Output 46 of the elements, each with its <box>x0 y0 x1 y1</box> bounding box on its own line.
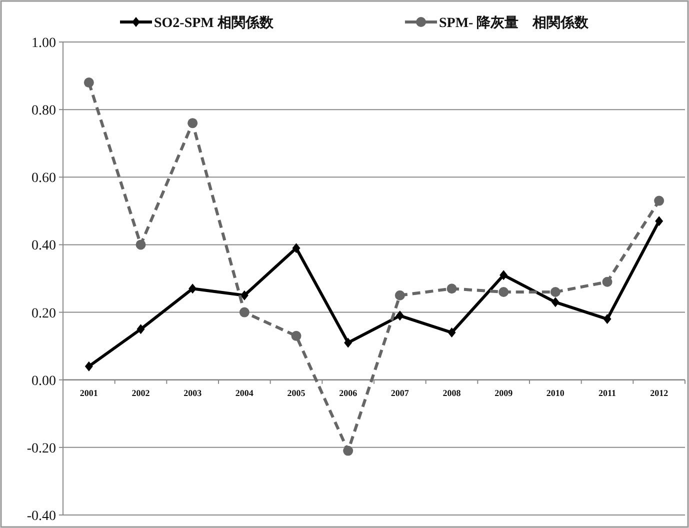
x-tick-label: 2001 <box>80 388 98 398</box>
point <box>654 196 664 206</box>
x-tick-label: 2012 <box>650 388 669 398</box>
point <box>551 297 560 308</box>
x-tick-label: 2011 <box>598 388 616 398</box>
point <box>136 324 145 334</box>
point <box>603 314 612 324</box>
y-tick-label: 0.40 <box>32 238 56 254</box>
point <box>500 270 508 280</box>
point <box>394 290 405 300</box>
x-tick-label: 2002 <box>132 388 150 398</box>
point <box>239 307 250 318</box>
x-tick-label: 2004 <box>235 388 254 398</box>
point <box>602 276 612 287</box>
legend-label: SPM- 降灰量 相関係数 <box>439 15 590 31</box>
x-tick-label: 2005 <box>287 388 306 398</box>
point <box>136 240 146 250</box>
x-tick-label: 2009 <box>494 388 514 398</box>
y-tick-label: 0.20 <box>32 306 56 322</box>
x-tick-label: 2010 <box>546 388 565 398</box>
point <box>84 78 94 88</box>
x-tick-label: 2003 <box>184 388 202 398</box>
point <box>344 338 352 348</box>
y-tick-label: -0.20 <box>26 441 56 456</box>
x-tick-label: 2006 <box>339 388 358 398</box>
point <box>655 216 664 226</box>
point <box>498 287 509 298</box>
point <box>448 328 456 338</box>
y-tick-label: 1.00 <box>32 36 56 51</box>
point <box>446 284 457 294</box>
point <box>188 284 197 294</box>
point <box>188 118 198 128</box>
point <box>292 243 300 254</box>
x-tick-label: 2008 <box>442 388 462 398</box>
y-tick-label: 0.60 <box>32 171 56 186</box>
point <box>240 290 248 300</box>
point <box>84 361 93 372</box>
y-tick-label: 0.00 <box>32 374 56 389</box>
point <box>550 287 560 298</box>
point <box>396 310 404 321</box>
y-tick-label: 0.80 <box>32 104 56 119</box>
point <box>291 330 302 341</box>
y-tick-label: -0.40 <box>26 509 56 524</box>
legend-label: SO2-SPM 相関係数 <box>154 15 274 31</box>
x-tick-label: 2007 <box>390 388 410 398</box>
point <box>343 446 354 456</box>
